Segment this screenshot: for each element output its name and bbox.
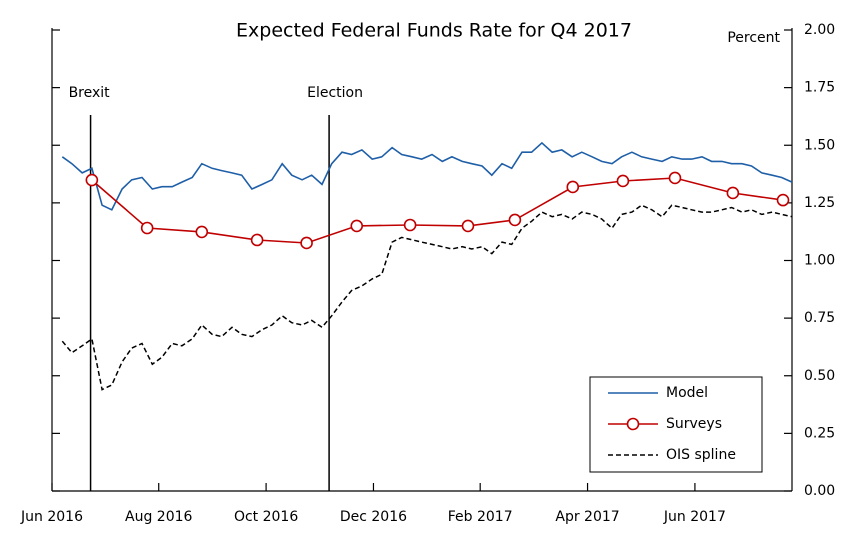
y-tick-label: 1.00 — [804, 253, 835, 269]
chart-title: Expected Federal Funds Rate for Q4 2017 — [236, 20, 632, 42]
series-marker — [776, 193, 790, 207]
x-tick-label: Feb 2017 — [448, 509, 513, 525]
series-marker — [461, 219, 475, 233]
series-marker — [85, 173, 99, 187]
x-tick-label: Oct 2016 — [234, 509, 298, 525]
series-marker — [403, 218, 417, 232]
legend-label: Surveys — [666, 416, 722, 432]
y-tick-label: 1.75 — [804, 80, 835, 96]
series-line — [61, 141, 793, 211]
legend-label: Model — [666, 385, 708, 401]
series-marker — [668, 171, 682, 185]
x-tick-label: Apr 2017 — [555, 509, 619, 525]
x-tick-label: Aug 2016 — [125, 509, 193, 525]
y-tick-label: 0.50 — [804, 368, 835, 384]
series-marker — [566, 180, 580, 194]
series-marker — [616, 174, 630, 188]
x-tick-label: Dec 2016 — [340, 509, 407, 525]
y-tick-label: 1.25 — [804, 195, 835, 211]
series-marker — [726, 186, 740, 200]
y-tick-label: 0.25 — [804, 425, 835, 441]
legend-marker — [626, 417, 640, 431]
series-marker — [350, 219, 364, 233]
y-tick-label: 1.50 — [804, 137, 835, 153]
series-marker — [140, 221, 154, 235]
series-line — [91, 177, 784, 244]
legend-label: OIS spline — [666, 447, 736, 463]
series-marker — [300, 236, 313, 250]
x-tick-label: Jun 2016 — [20, 509, 83, 525]
event-label: Election — [307, 85, 363, 101]
event-label: Brexit — [69, 85, 111, 101]
series-marker — [508, 213, 522, 227]
y-axis-label: Percent — [727, 30, 780, 46]
y-tick-label: 0.00 — [804, 483, 835, 499]
y-tick-label: 0.75 — [804, 310, 835, 326]
series-marker — [195, 225, 209, 239]
series-line — [61, 204, 793, 391]
x-tick-label: Jun 2017 — [663, 509, 726, 525]
series-marker — [250, 233, 264, 247]
y-tick-label: 2.00 — [804, 22, 835, 38]
